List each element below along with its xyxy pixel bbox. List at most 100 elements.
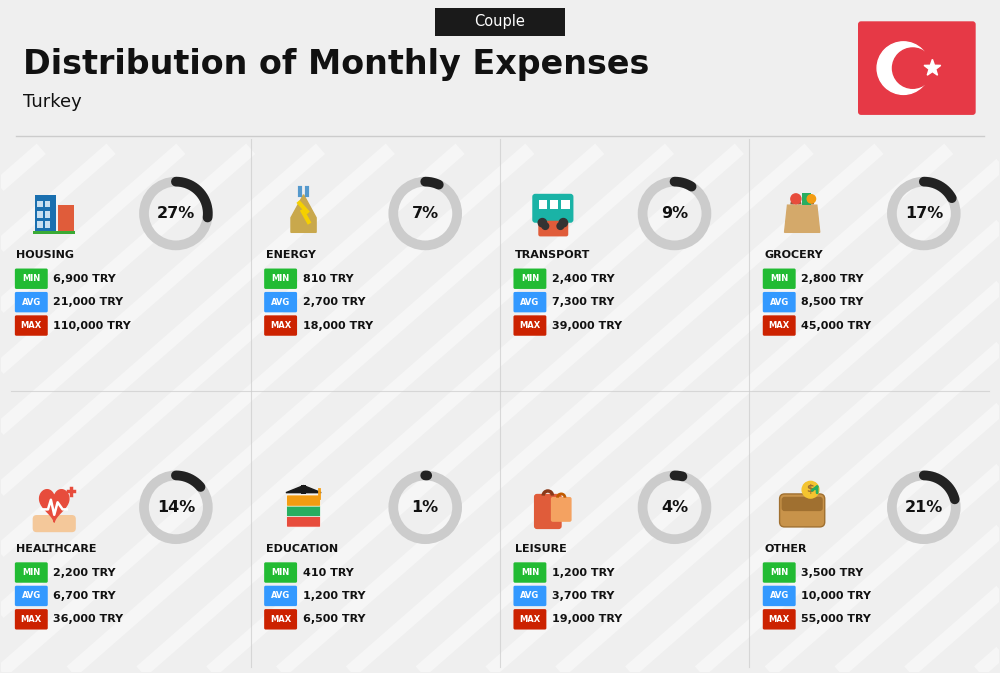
Text: 8,500 TRY: 8,500 TRY [801, 297, 864, 307]
FancyBboxPatch shape [532, 194, 573, 223]
FancyBboxPatch shape [15, 316, 48, 336]
FancyBboxPatch shape [513, 563, 546, 583]
FancyBboxPatch shape [513, 269, 546, 289]
Text: Distribution of Monthly Expenses: Distribution of Monthly Expenses [23, 48, 650, 81]
Text: 810 TRY: 810 TRY [303, 274, 353, 284]
FancyBboxPatch shape [264, 586, 297, 606]
Text: EDUCATION: EDUCATION [266, 544, 338, 554]
Text: 6,700 TRY: 6,700 TRY [53, 591, 116, 601]
Polygon shape [286, 485, 321, 493]
Text: GROCERY: GROCERY [764, 250, 823, 260]
Circle shape [791, 194, 801, 204]
Text: MAX: MAX [21, 615, 42, 624]
Text: 3,700 TRY: 3,700 TRY [552, 591, 614, 601]
Text: 9%: 9% [661, 206, 688, 221]
FancyBboxPatch shape [15, 269, 48, 289]
Circle shape [807, 194, 816, 203]
Circle shape [538, 219, 547, 227]
Text: MIN: MIN [521, 568, 539, 577]
Bar [802, 192, 811, 205]
Bar [561, 200, 570, 209]
FancyBboxPatch shape [763, 563, 796, 583]
Circle shape [542, 223, 549, 229]
Text: 4%: 4% [661, 500, 688, 515]
Text: MAX: MAX [270, 321, 291, 330]
Text: 2,800 TRY: 2,800 TRY [801, 274, 864, 284]
Circle shape [559, 219, 568, 227]
Text: MAX: MAX [769, 615, 790, 624]
Bar [550, 200, 558, 209]
FancyBboxPatch shape [15, 563, 48, 583]
FancyBboxPatch shape [264, 609, 297, 629]
Circle shape [557, 223, 564, 229]
Bar [301, 485, 306, 494]
Text: 6,500 TRY: 6,500 TRY [303, 614, 365, 625]
FancyBboxPatch shape [264, 292, 297, 312]
Bar [35, 194, 56, 232]
Text: 2,400 TRY: 2,400 TRY [552, 274, 614, 284]
FancyBboxPatch shape [33, 515, 76, 532]
Bar [37, 201, 43, 207]
FancyBboxPatch shape [763, 586, 796, 606]
Text: HEALTHCARE: HEALTHCARE [16, 544, 97, 554]
Polygon shape [40, 490, 69, 522]
Text: 14%: 14% [157, 500, 195, 515]
Polygon shape [785, 205, 820, 232]
Bar [58, 205, 74, 232]
FancyBboxPatch shape [763, 269, 796, 289]
Bar [539, 200, 547, 209]
FancyBboxPatch shape [15, 609, 48, 629]
Text: 1,200 TRY: 1,200 TRY [303, 591, 365, 601]
Text: Turkey: Turkey [23, 93, 82, 111]
Bar [37, 211, 43, 217]
FancyBboxPatch shape [264, 316, 297, 336]
FancyBboxPatch shape [513, 292, 546, 312]
FancyBboxPatch shape [15, 586, 48, 606]
Polygon shape [291, 194, 316, 232]
Text: 1%: 1% [412, 500, 439, 515]
FancyBboxPatch shape [780, 494, 825, 527]
Text: AVG: AVG [22, 592, 41, 600]
Text: 21,000 TRY: 21,000 TRY [53, 297, 123, 307]
Text: MIN: MIN [22, 274, 40, 283]
FancyBboxPatch shape [858, 22, 976, 115]
Text: AVG: AVG [271, 592, 290, 600]
Text: ENERGY: ENERGY [266, 250, 316, 260]
FancyBboxPatch shape [782, 497, 823, 511]
FancyBboxPatch shape [513, 316, 546, 336]
FancyBboxPatch shape [538, 221, 568, 236]
Text: 18,000 TRY: 18,000 TRY [303, 320, 373, 330]
FancyBboxPatch shape [513, 609, 546, 629]
Text: 21%: 21% [905, 500, 943, 515]
Bar [37, 221, 43, 228]
Text: 1,200 TRY: 1,200 TRY [552, 567, 614, 577]
Text: AVG: AVG [22, 297, 41, 307]
Text: AVG: AVG [770, 592, 789, 600]
Text: 110,000 TRY: 110,000 TRY [53, 320, 131, 330]
Text: MIN: MIN [271, 274, 290, 283]
Text: HOUSING: HOUSING [16, 250, 74, 260]
Circle shape [802, 481, 819, 498]
Text: MIN: MIN [770, 274, 788, 283]
Text: 410 TRY: 410 TRY [303, 567, 353, 577]
Text: MIN: MIN [22, 568, 40, 577]
Text: MIN: MIN [521, 274, 539, 283]
Circle shape [892, 48, 933, 88]
Text: 6,900 TRY: 6,900 TRY [53, 274, 116, 284]
Text: 55,000 TRY: 55,000 TRY [801, 614, 871, 625]
Text: Couple: Couple [475, 14, 525, 30]
Text: 2,200 TRY: 2,200 TRY [53, 567, 116, 577]
Text: AVG: AVG [271, 297, 290, 307]
FancyBboxPatch shape [264, 563, 297, 583]
FancyBboxPatch shape [264, 269, 297, 289]
FancyBboxPatch shape [435, 8, 565, 36]
Text: 39,000 TRY: 39,000 TRY [552, 320, 622, 330]
Text: AVG: AVG [520, 297, 540, 307]
FancyBboxPatch shape [513, 586, 546, 606]
FancyBboxPatch shape [287, 516, 320, 527]
Text: 36,000 TRY: 36,000 TRY [53, 614, 123, 625]
Bar [45, 201, 50, 207]
Text: MAX: MAX [270, 615, 291, 624]
Polygon shape [924, 59, 941, 75]
Text: 45,000 TRY: 45,000 TRY [801, 320, 871, 330]
